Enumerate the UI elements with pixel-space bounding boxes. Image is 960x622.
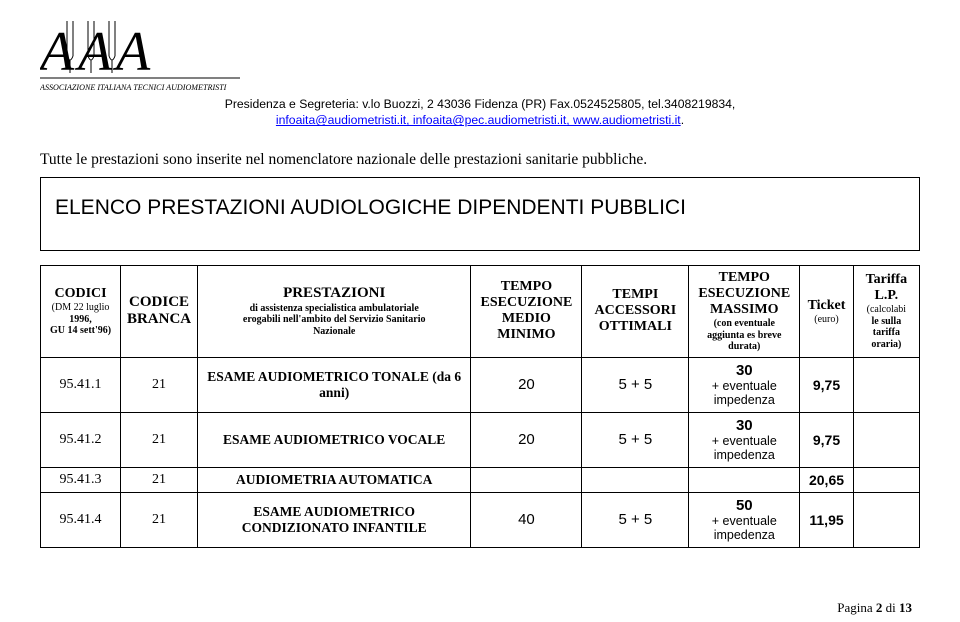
cell-codice: 95.41.3 (41, 467, 121, 492)
th-accessori: TEMPI ACCESSORI OTTIMALI (582, 265, 689, 357)
cell-branca: 21 (121, 412, 198, 467)
table-row: 95.41.321AUDIOMETRIA AUTOMATICA 20,65 (41, 467, 920, 492)
cell-codice: 95.41.2 (41, 412, 121, 467)
cell-massimo: 30+ eventuale impedenza (689, 357, 800, 412)
cell-tariffa (853, 467, 919, 492)
th-ticket: Ticket (euro) (800, 265, 853, 357)
table-row: 95.41.221ESAME AUDIOMETRICO VOCALE205 + … (41, 412, 920, 467)
svg-text:A: A (40, 21, 75, 83)
cell-minimo (471, 467, 582, 492)
cell-accessori (582, 467, 689, 492)
table-body: 95.41.121ESAME AUDIOMETRICO TONALE (da 6… (41, 357, 920, 547)
cell-prestazione: AUDIOMETRIA AUTOMATICA (197, 467, 470, 492)
intro-text: Tutte le prestazioni sono inserite nel n… (40, 151, 920, 169)
th-codici: CODICI (DM 22 luglio 1996, GU 14 sett'96… (41, 265, 121, 357)
th-branca: CODICE BRANCA (121, 265, 198, 357)
title-box: ELENCO PRESTAZIONI AUDIOLOGICHE DIPENDEN… (40, 177, 920, 251)
cell-minimo: 40 (471, 492, 582, 547)
cell-branca: 21 (121, 357, 198, 412)
cell-minimo: 20 (471, 357, 582, 412)
table-header-row: CODICI (DM 22 luglio 1996, GU 14 sett'96… (41, 265, 920, 357)
page-number: Pagina 2 di 13 (837, 600, 912, 616)
cell-tariffa (853, 412, 919, 467)
logo-area: A A A ASSOCIAZIONE ITALIANA TECNICI AUDI… (40, 18, 920, 102)
cell-accessori: 5 + 5 (582, 492, 689, 547)
cell-prestazione: ESAME AUDIOMETRICO CONDIZIONATO INFANTIL… (197, 492, 470, 547)
cell-ticket: 20,65 (800, 467, 853, 492)
prestazioni-table: CODICI (DM 22 luglio 1996, GU 14 sett'96… (40, 265, 920, 548)
cell-massimo (689, 467, 800, 492)
cell-accessori: 5 + 5 (582, 357, 689, 412)
cell-branca: 21 (121, 492, 198, 547)
th-minimo: TEMPO ESECUZIONE MEDIO MINIMO (471, 265, 582, 357)
cell-massimo: 30+ eventuale impedenza (689, 412, 800, 467)
cell-codice: 95.41.1 (41, 357, 121, 412)
th-prestazioni: PRESTAZIONI di assistenza specialistica … (197, 265, 470, 357)
cell-prestazione: ESAME AUDIOMETRICO VOCALE (197, 412, 470, 467)
logo: A A A ASSOCIAZIONE ITALIANA TECNICI AUDI… (40, 18, 240, 101)
cell-ticket: 9,75 (800, 412, 853, 467)
th-tariffa: Tariffa L.P. (calcolabi le sulla tariffa… (853, 265, 919, 357)
cell-prestazione: ESAME AUDIOMETRICO TONALE (da 6 anni) (197, 357, 470, 412)
header-links-suffix: . (681, 113, 684, 127)
header-links: infoaita@audiometristi.it, infoaita@pec.… (276, 113, 681, 127)
logo-subtitle: ASSOCIAZIONE ITALIANA TECNICI AUDIOMETRI… (40, 83, 228, 92)
table-row: 95.41.421ESAME AUDIOMETRICO CONDIZIONATO… (41, 492, 920, 547)
cell-accessori: 5 + 5 (582, 412, 689, 467)
th-massimo: TEMPO ESECUZIONE MASSIMO (con eventuale … (689, 265, 800, 357)
svg-text:A: A (74, 21, 113, 83)
cell-tariffa (853, 492, 919, 547)
cell-massimo: 50+ eventuale impedenza (689, 492, 800, 547)
cell-ticket: 11,95 (800, 492, 853, 547)
table-row: 95.41.121ESAME AUDIOMETRICO TONALE (da 6… (41, 357, 920, 412)
cell-minimo: 20 (471, 412, 582, 467)
cell-tariffa (853, 357, 919, 412)
cell-ticket: 9,75 (800, 357, 853, 412)
cell-codice: 95.41.4 (41, 492, 121, 547)
cell-branca: 21 (121, 467, 198, 492)
svg-text:A: A (112, 21, 151, 83)
